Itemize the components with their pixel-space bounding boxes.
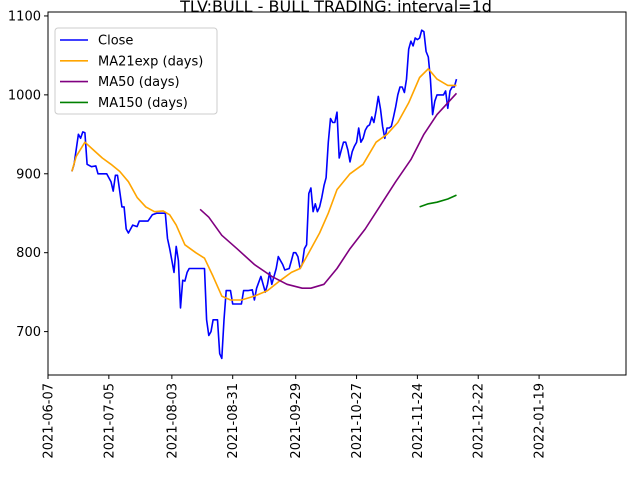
x-tick-label: 2021-12-22 (472, 383, 487, 459)
chart-title: TLV:BULL - BULL TRADING: interval=1d (179, 0, 492, 16)
x-tick-label: 2021-09-29 (289, 383, 304, 459)
x-tick-label: 2021-08-03 (165, 383, 180, 459)
y-tick-label: 700 (16, 325, 41, 340)
x-tick-label: 2021-06-07 (42, 383, 57, 459)
x-tick-label: 2021-07-05 (102, 383, 117, 459)
legend-label: MA50 (days) (98, 75, 180, 90)
x-tick-label: 2021-08-31 (226, 383, 241, 459)
x-tick-label: 2022-01-19 (533, 383, 548, 459)
legend-label: MA150 (days) (98, 96, 188, 111)
x-tick-label: 2021-10-27 (350, 383, 365, 459)
series-line-0 (71, 29, 458, 360)
y-tick-label: 900 (16, 167, 41, 182)
series-line-2 (199, 92, 458, 289)
legend: Close MA21exp (days) MA50 (days) MA150 (day… (54, 27, 218, 115)
y-tick-label: 1100 (8, 9, 41, 24)
y-axis: 700 800 900 1000 1100 (8, 9, 48, 340)
series-line-3 (419, 194, 457, 208)
axes-frame (47, 11, 627, 376)
legend-label: Close (98, 34, 133, 49)
x-tick-label: 2021-11-24 (411, 383, 426, 459)
legend-box (54, 27, 218, 115)
y-tick-label: 800 (16, 246, 41, 261)
x-axis: 2021-06-07 2021-07-05 2021-08-03 2021-08-31… (42, 375, 548, 459)
legend-label: MA21exp (days) (98, 54, 203, 69)
y-tick-label: 1000 (8, 88, 41, 103)
plot-area (71, 29, 458, 360)
series-line-1 (71, 68, 457, 301)
